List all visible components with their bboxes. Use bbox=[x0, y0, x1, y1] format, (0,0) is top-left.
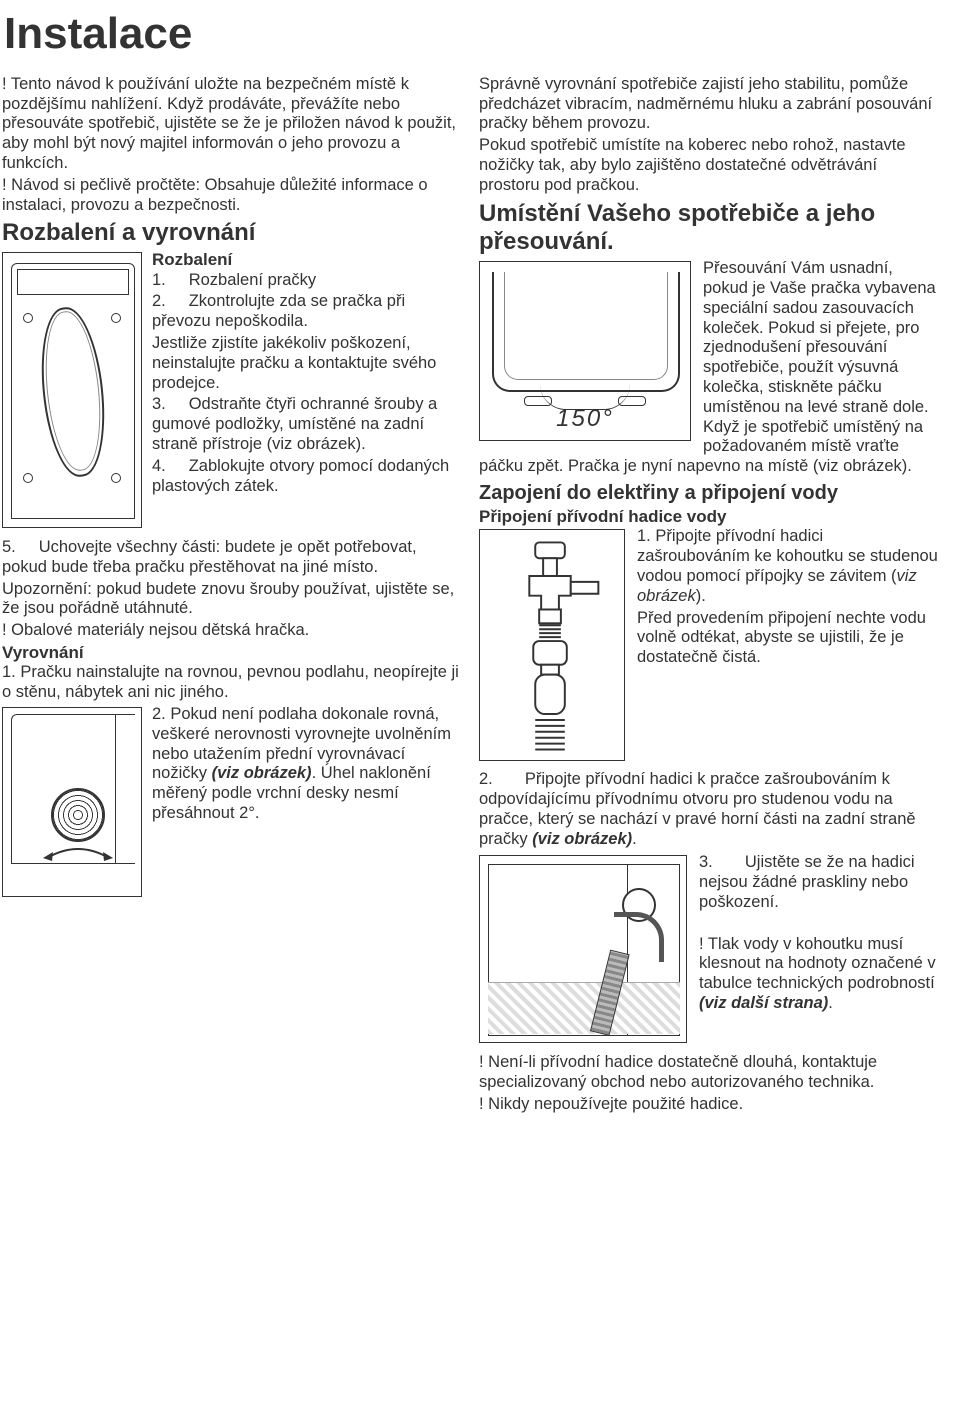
txt: Zablokujte otvory pomocí dodaných plasto… bbox=[152, 457, 449, 495]
vyrovnani-p1: 1. Pračku nainstalujte na rovnou, pevnou… bbox=[2, 663, 461, 703]
arrow-icon bbox=[41, 844, 115, 874]
end: ). bbox=[696, 587, 706, 605]
num: 3. bbox=[152, 395, 166, 413]
angle-label: 150° bbox=[480, 405, 690, 434]
ref: (viz obrázek) bbox=[212, 764, 312, 782]
h2-rozbaleni: Rozbalení a vyrovnání bbox=[2, 219, 461, 248]
figure-wheels-150deg: 150° bbox=[479, 261, 691, 441]
txt: Ujistěte se že na hadici nejsou žádné pr… bbox=[699, 853, 915, 911]
zapojeni-p6: ! Nikdy nepoužívejte použité hadice. bbox=[479, 1095, 938, 1115]
subhead-hadice: Připojení přívodní hadice vody bbox=[479, 507, 938, 527]
num: 2. bbox=[152, 292, 166, 310]
ref: (viz obrázek) bbox=[532, 830, 632, 848]
figure-tap-hose bbox=[479, 529, 625, 761]
warn-packaging: ! Obalové materiály nejsou dětská hračka… bbox=[2, 621, 461, 641]
num: 4. bbox=[152, 457, 166, 475]
col2-intro-p1: Správně vyrovnání spotřebiče zajistí jeh… bbox=[479, 75, 938, 134]
num: 5. bbox=[2, 538, 16, 556]
txt: 1. Připojte přívodní hadici zašroubování… bbox=[637, 527, 938, 585]
h2-zapojeni: Zapojení do elektřiny a připojení vody bbox=[479, 481, 938, 505]
warn-screws: Upozornění: pokud budete znovu šrouby po… bbox=[2, 580, 461, 620]
end: . bbox=[632, 830, 637, 848]
page-title: Instalace bbox=[4, 8, 938, 61]
intro-p2: ! Návod si pečlivě pročtěte: Obsahuje dů… bbox=[2, 176, 461, 216]
left-column: ! Tento návod k používání uložte na bezp… bbox=[2, 75, 461, 1117]
txt: Odstraňte čtyři ochranné šrouby a gumové… bbox=[152, 395, 437, 453]
txt: Uchovejte všechny části: budete je opět … bbox=[2, 538, 417, 576]
rozbaleni-step5: 5. Uchovejte všechny části: budete je op… bbox=[2, 538, 461, 578]
figure-back-panel bbox=[2, 252, 142, 528]
txt: ! Tlak vody v kohoutku musí klesnout na … bbox=[699, 935, 936, 993]
zapojeni-p2: 2. Připojte přívodní hadici k pračce zaš… bbox=[479, 770, 938, 849]
num: 3. bbox=[699, 853, 713, 871]
zapojeni-p5: ! Není-li přívodní hadice dostatečně dlo… bbox=[479, 1053, 938, 1093]
num: 2. bbox=[479, 770, 493, 788]
h2-umisteni: Umístění Vašeho spotřebiče a jeho přesou… bbox=[479, 200, 938, 258]
ref: (viz další strana) bbox=[699, 994, 828, 1012]
subhead-vyrovnani: Vyrovnání bbox=[2, 643, 461, 663]
end: . bbox=[828, 994, 833, 1012]
right-column: Správně vyrovnání spotřebiče zajistí jeh… bbox=[479, 75, 938, 1117]
figure-leveling-foot bbox=[2, 707, 142, 897]
intro-p1: ! Tento návod k používání uložte na bezp… bbox=[2, 75, 461, 174]
num: 1. bbox=[152, 271, 166, 289]
txt: Rozbalení pračky bbox=[189, 271, 316, 289]
col2-intro-p2: Pokud spotřebič umístíte na koberec nebo… bbox=[479, 136, 938, 195]
figure-hose-to-washer bbox=[479, 855, 687, 1043]
txt: Zkontrolujte zda se pračka při převozu n… bbox=[152, 292, 405, 330]
two-column-layout: ! Tento návod k používání uložte na bezp… bbox=[2, 75, 938, 1117]
